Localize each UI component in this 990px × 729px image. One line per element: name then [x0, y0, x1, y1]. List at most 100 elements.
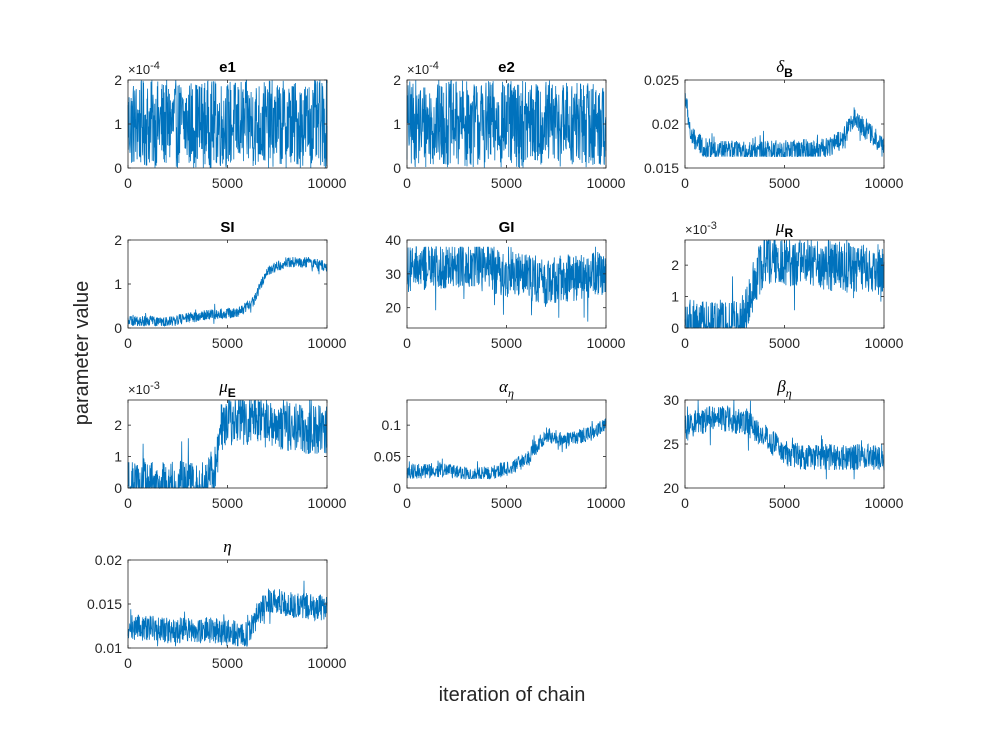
y-exponent-base: ×10: [685, 222, 707, 237]
x-tick-label: 10000: [308, 495, 347, 511]
x-tick-label: 0: [124, 175, 132, 191]
x-tick-label: 10000: [308, 335, 347, 351]
x-tick-label: 0: [681, 495, 689, 511]
trace-line: [127, 399, 328, 490]
y-tick-label: 1: [114, 116, 122, 132]
y-tick-label: 0.02: [95, 552, 122, 568]
x-tick-label: 5000: [491, 335, 522, 351]
y-tick-label: 2: [114, 417, 122, 433]
x-tick-label: 0: [124, 335, 132, 351]
trace-line: [684, 399, 885, 480]
subplot-9: 0 5000 10000 20 25 30 βη: [663, 377, 903, 511]
y-tick-label: 1: [393, 116, 401, 132]
x-tick-label: 0: [681, 175, 689, 191]
y-tick-label: 0.015: [87, 596, 122, 612]
y-exponent-base: ×10: [128, 62, 150, 77]
y-tick-label: 40: [385, 232, 401, 248]
subplot-title-symbol: δ: [776, 57, 785, 76]
figure-ylabel: parameter value: [71, 281, 93, 426]
subplot-7: 0 5000 10000 0 1 2 ×10-3 μE: [114, 377, 346, 511]
subplot-title: η: [223, 537, 231, 556]
x-tick-label: 0: [403, 175, 411, 191]
trace-line: [127, 256, 328, 328]
y-tick-label: 0.05: [374, 449, 401, 465]
x-tick-label: 5000: [491, 175, 522, 191]
y-tick-label: 20: [385, 300, 401, 316]
y-exponent-label: ×10-3: [128, 380, 160, 397]
y-tick-label: 0: [114, 320, 122, 336]
subplot-title: e1: [219, 59, 236, 76]
y-tick-label: 0: [114, 160, 122, 176]
subplot-4: 0 5000 10000 0 1 2 SI: [114, 219, 346, 351]
y-exponent-power: -3: [707, 220, 717, 232]
trace-line: [406, 418, 607, 480]
x-tick-label: 10000: [587, 495, 626, 511]
y-tick-label: 0.1: [382, 417, 402, 433]
subplot-title: μE: [218, 377, 236, 400]
subplot-10: 0 5000 10000 0.01 0.015 0.02 η: [87, 537, 347, 671]
trace-line: [684, 93, 885, 158]
x-tick-label: 10000: [865, 335, 904, 351]
trace-line: [127, 580, 328, 647]
x-tick-label: 5000: [212, 335, 243, 351]
figure-xlabel: iteration of chain: [439, 684, 586, 706]
y-tick-label: 30: [385, 266, 401, 282]
x-tick-label: 0: [403, 495, 411, 511]
subplot-1: 0 5000 10000 0 1 2 ×10-4 e1: [114, 59, 346, 191]
y-tick-label: 0.025: [644, 72, 679, 88]
subplot-3: 0 5000 10000 0.015 0.02 0.025 δB: [644, 57, 904, 191]
subplot-6: 0 5000 10000 0 1 2 ×10-3 μR: [671, 217, 903, 351]
subplot-title: GI: [499, 219, 515, 236]
y-exponent-power: -4: [429, 60, 439, 72]
y-tick-label: 20: [663, 480, 679, 496]
subplot-title-subscript: η: [508, 386, 514, 400]
y-exponent-base: ×10: [407, 62, 429, 77]
subplot-title-subscript: B: [784, 66, 793, 80]
x-tick-label: 5000: [769, 175, 800, 191]
y-tick-label: 25: [663, 436, 679, 452]
y-exponent-label: ×10-4: [128, 60, 160, 77]
x-tick-label: 10000: [308, 175, 347, 191]
trace-line: [406, 80, 607, 168]
x-tick-label: 10000: [865, 495, 904, 511]
x-tick-label: 5000: [212, 655, 243, 671]
y-tick-label: 1: [114, 276, 122, 292]
subplot-8: 0 5000 10000 0 0.05 0.1 αη: [374, 377, 626, 511]
subplot-title-subscript: η: [786, 386, 792, 400]
subplot-title-symbol: μ: [218, 377, 228, 396]
y-tick-label: 30: [663, 392, 679, 408]
subplot-title: δB: [776, 57, 793, 80]
subplot-title-symbol: α: [499, 377, 509, 396]
x-tick-label: 10000: [587, 175, 626, 191]
y-exponent-label: ×10-4: [407, 60, 439, 77]
x-tick-label: 0: [124, 495, 132, 511]
y-tick-label: 0: [671, 320, 679, 336]
y-tick-label: 0: [393, 160, 401, 176]
x-tick-label: 5000: [212, 175, 243, 191]
x-tick-label: 5000: [769, 335, 800, 351]
y-tick-label: 2: [114, 232, 122, 248]
subplot-title-symbol: η: [223, 537, 231, 556]
subplot-title: μR: [775, 217, 794, 240]
x-tick-label: 5000: [769, 495, 800, 511]
y-tick-label: 0: [393, 480, 401, 496]
y-tick-label: 2: [393, 72, 401, 88]
x-tick-label: 10000: [865, 175, 904, 191]
y-tick-label: 2: [671, 257, 679, 273]
subplot-title-symbol: β: [776, 377, 786, 396]
y-tick-label: 1: [114, 449, 122, 465]
y-tick-label: 0.02: [652, 116, 679, 132]
x-tick-label: 0: [681, 335, 689, 351]
y-tick-label: 0.015: [644, 160, 679, 176]
y-exponent-power: -4: [150, 60, 160, 72]
y-tick-label: 2: [114, 72, 122, 88]
y-exponent-power: -3: [150, 380, 160, 392]
subplot-title-symbol: μ: [775, 217, 785, 236]
subplot-title: e2: [498, 59, 515, 76]
y-tick-label: 0.01: [95, 640, 122, 656]
y-tick-label: 1: [671, 289, 679, 305]
subplot-title: βη: [776, 377, 791, 400]
x-tick-label: 0: [403, 335, 411, 351]
subplot-2: 0 5000 10000 0 1 2 ×10-4 e2: [393, 59, 625, 191]
